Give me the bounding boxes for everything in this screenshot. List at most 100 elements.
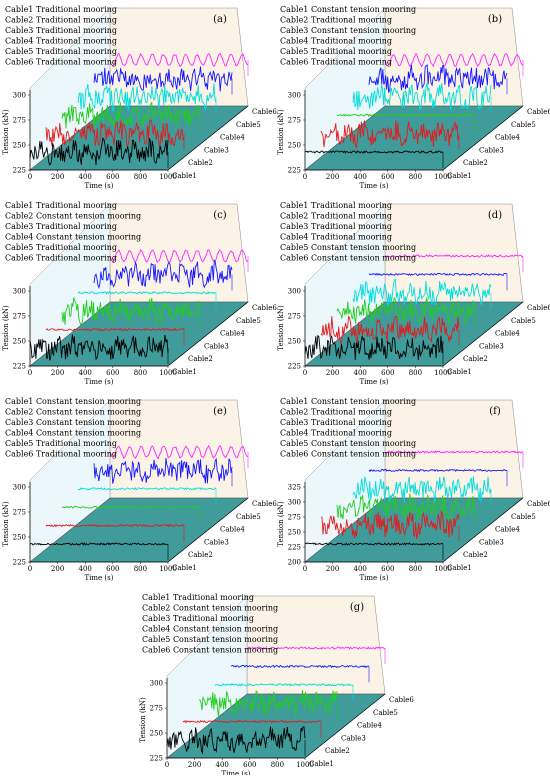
x-axis-title: Time (s): [360, 378, 389, 386]
cable-label-4: Cable4: [495, 134, 520, 142]
legend-entry-6: Cable6 Traditional mooring: [5, 450, 117, 459]
legend-entry-1: Cable1 Traditional mooring: [142, 593, 254, 602]
cable-label-6: Cable6: [252, 500, 277, 508]
y-tick-label: 225: [288, 544, 301, 552]
y-tick-label: 275: [150, 705, 163, 713]
depth-axis-line: [167, 497, 249, 563]
trace-cable5: [230, 664, 370, 669]
x-tick-label: 800: [409, 173, 422, 181]
x-axis-title: Time (s): [222, 770, 251, 775]
x-tick-label: 400: [354, 565, 367, 573]
x-tick-label: 600: [381, 369, 394, 377]
x-tick-label: 1000: [434, 369, 452, 377]
legend-entry-1: Cable1 Constant tension mooring: [5, 397, 141, 406]
trace-cable1: [29, 542, 169, 546]
legend-entry-3: Cable3 Traditional mooring: [280, 418, 392, 427]
trace-cable6: [109, 248, 249, 264]
y-tick-label: 250: [288, 338, 301, 346]
x-tick-label: 0: [303, 173, 307, 181]
trace-cable2: [320, 120, 460, 149]
x-tick-label: 1000: [159, 565, 177, 573]
trace-cable1: [304, 542, 444, 546]
cable-label-5: Cable5: [511, 513, 536, 521]
y-tick-label: 225: [13, 363, 26, 371]
x-tick-label: 0: [303, 565, 307, 573]
y-tick-label: 300: [288, 288, 301, 296]
legend-entry-2: Cable2 Constant tension mooring: [5, 212, 141, 221]
x-tick-label: 0: [165, 761, 169, 769]
cable-label-6: Cable6: [527, 108, 550, 116]
x-tick-label: 200: [326, 565, 339, 573]
trace-cable1: [166, 726, 306, 755]
cable-label-1: Cable1: [447, 368, 472, 376]
y-tick-label: 250: [288, 142, 301, 150]
trace-cable4: [352, 278, 492, 307]
legend-entry-5: Cable5 Constant tension mooring: [280, 439, 416, 448]
legend-entry-4: Cable4 Traditional mooring: [5, 37, 117, 46]
depth-axis-line: [167, 105, 249, 171]
trace-cable3: [336, 493, 476, 521]
depth-axis-line: [442, 301, 524, 367]
y-axis-title: Tension (kN): [2, 109, 10, 155]
legend-entry-1: Cable1 Constant tension mooring: [280, 5, 416, 14]
panel-letter: (d): [488, 210, 502, 221]
legend-entry-6: Cable6 Constant tension mooring: [280, 450, 416, 459]
cable-label-2: Cable2: [188, 551, 213, 559]
y-tick-label: 300: [13, 92, 26, 100]
trace-cable4: [352, 476, 492, 503]
panel-letter: (c): [213, 210, 227, 221]
legend-entry-2: Cable2 Traditional mooring: [280, 16, 392, 25]
x-tick-label: 800: [134, 173, 147, 181]
y-tick-label: 300: [288, 499, 301, 507]
y-axis-title: Tension (kN): [277, 305, 285, 351]
cable-label-3: Cable3: [204, 538, 229, 546]
trace-cable1: [304, 334, 444, 361]
panel-b: 225 250 275 300 Tension (kN) 0 200 400 600 800 100…: [277, 5, 550, 190]
legend-entry-1: Cable1 Constant tension mooring: [280, 397, 416, 406]
cable-label-4: Cable4: [220, 134, 245, 142]
trace-cable4: [77, 487, 217, 491]
legend-entry-3: Cable3 Traditional mooring: [280, 222, 392, 231]
y-axis-title: Tension (kN): [277, 501, 285, 547]
y-axis-title: Tension (kN): [139, 697, 147, 743]
y-tick-label: 300: [13, 484, 26, 492]
trace-cable2: [45, 119, 185, 149]
legend-entry-5: Cable5 Constant tension mooring: [142, 635, 278, 644]
trace-cable2: [182, 719, 322, 724]
y-tick-label: 225: [288, 363, 301, 371]
trace-cable5: [368, 272, 508, 276]
legend-entry-4: Cable4 Constant tension mooring: [142, 625, 278, 634]
legend-entry-2: Cable2 Traditional mooring: [5, 16, 117, 25]
x-tick-label: 200: [51, 369, 64, 377]
trace-cable5: [93, 259, 233, 289]
depth-axis-line: [442, 105, 524, 171]
panel-letter: (b): [488, 14, 502, 25]
y-tick-label: 300: [150, 680, 163, 688]
y-tick-label: 225: [288, 167, 301, 175]
y-axis-title: Tension (kN): [277, 109, 285, 155]
panel-a: 225 250 275 300 Tension (kN) 0 200 400 600 800 100…: [2, 5, 277, 190]
legend-entry-6: Cable6 Traditional mooring: [280, 58, 392, 67]
cable-label-4: Cable4: [495, 526, 520, 534]
panel-g: 225 250 275 300 Tension (kN) 0 200 400 600 800 100…: [139, 593, 414, 778]
y-tick-label: 225: [13, 559, 26, 567]
y-tick-label: 250: [13, 142, 26, 150]
cable-label-6: Cable6: [252, 304, 277, 312]
x-tick-label: 600: [106, 173, 119, 181]
x-tick-label: 400: [79, 173, 92, 181]
x-tick-label: 0: [28, 369, 32, 377]
x-tick-label: 600: [381, 565, 394, 573]
x-tick-label: 200: [188, 761, 201, 769]
trace-cable3: [336, 296, 476, 326]
x-tick-label: 400: [354, 369, 367, 377]
cable-label-3: Cable3: [479, 146, 504, 154]
x-tick-label: 400: [79, 369, 92, 377]
cable-label-1: Cable1: [172, 368, 197, 376]
panel-d: 225 250 275 300 Tension (kN) 0 200 400 600 800 100…: [277, 201, 550, 386]
cable-label-3: Cable3: [204, 146, 229, 154]
cable-label-1: Cable1: [447, 172, 472, 180]
trace-cable4: [352, 83, 492, 112]
x-tick-label: 1000: [296, 761, 314, 769]
y-tick-label: 250: [13, 338, 26, 346]
